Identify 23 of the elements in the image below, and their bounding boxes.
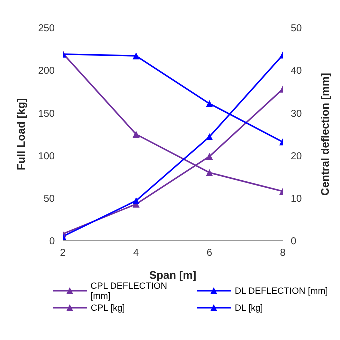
y2-tick-label: 20 <box>291 151 303 162</box>
y-tick-label: 200 <box>38 66 56 78</box>
x-tick-label: 2 <box>60 248 66 260</box>
y2-axis-title: Central deflection [mm] <box>320 72 332 196</box>
y-tick-label: 50 <box>44 194 56 205</box>
y2-tick-label: 40 <box>291 66 303 78</box>
legend-label: CPL DEFLECTION [mm] <box>90 281 168 301</box>
legend-label: CPL [kg] <box>91 303 126 313</box>
y-tick-label: 150 <box>38 108 56 120</box>
x-tick-label: 6 <box>206 248 213 260</box>
y2-tick-label: 30 <box>291 108 303 120</box>
y2-tick-label: 0 <box>291 236 297 248</box>
x-tick-label: 4 <box>134 248 140 260</box>
x-axis-title: Span [m] <box>149 270 197 282</box>
y-tick-label: 0 <box>49 236 56 248</box>
x-tick-label: 8 <box>280 248 286 260</box>
legend-label: DL DEFLECTION [mm] <box>235 286 328 296</box>
y2-tick-label: 10 <box>291 194 303 205</box>
legend-label: DL [kg] <box>235 303 264 313</box>
y-tick-label: 100 <box>38 151 56 162</box>
y-axis-title: Full Load [kg] <box>16 98 28 171</box>
y-tick-label: 250 <box>38 24 56 35</box>
y2-tick-label: 50 <box>291 24 303 35</box>
